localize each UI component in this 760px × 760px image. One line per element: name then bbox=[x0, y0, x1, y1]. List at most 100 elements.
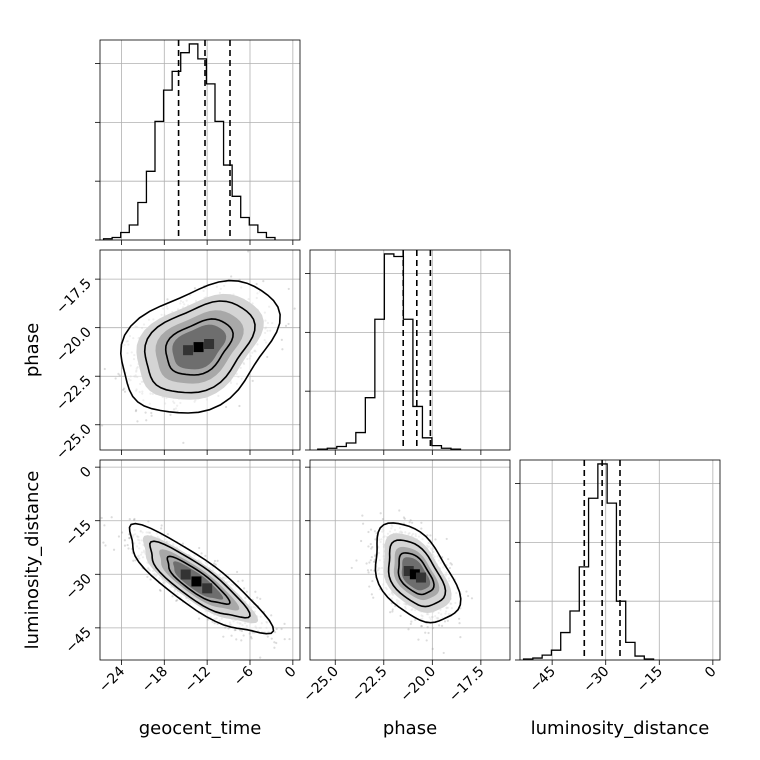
scatter-point bbox=[146, 575, 149, 578]
scatter-point bbox=[391, 610, 394, 613]
xtick-label-luminosity_distance: −45 bbox=[527, 664, 559, 696]
scatter-phase-luminosity_distance-frame bbox=[309, 459, 511, 661]
scatter-point bbox=[251, 631, 254, 634]
scatter-point bbox=[250, 637, 253, 640]
density-core bbox=[191, 576, 202, 587]
scatter-point bbox=[247, 250, 250, 253]
scatter-point bbox=[207, 618, 210, 621]
scatter-point bbox=[402, 516, 406, 519]
scatter-point bbox=[367, 571, 370, 574]
scatter-point bbox=[370, 556, 373, 559]
density-core bbox=[204, 338, 215, 349]
contour-line-1 bbox=[143, 300, 256, 394]
scatter-point bbox=[149, 578, 152, 581]
scatter-point bbox=[371, 546, 374, 549]
scatter-geocent_time-luminosity_distance-frame bbox=[99, 459, 301, 661]
scatter-point bbox=[230, 275, 233, 278]
scatter-point bbox=[431, 647, 434, 650]
panels: −45 −30 −15 0−25.0−22.5−20.0−17.5−24 −18 −12−… bbox=[53, 39, 721, 706]
scatter-point bbox=[123, 539, 127, 542]
scatter-point bbox=[420, 624, 423, 628]
scatter-point bbox=[288, 637, 291, 641]
scatter-point bbox=[262, 279, 265, 283]
scatter-point bbox=[398, 509, 401, 512]
scatter-point bbox=[408, 521, 411, 524]
xtick-label-phase: −20.0 bbox=[398, 664, 440, 706]
scatter-point bbox=[193, 287, 197, 290]
scatter-point bbox=[368, 561, 371, 564]
ytick-label-luminosity_distance: −45 bbox=[63, 624, 95, 656]
scatter-point bbox=[270, 637, 273, 640]
scatter-point bbox=[445, 537, 448, 541]
scatter-point bbox=[366, 569, 370, 572]
scatter-point bbox=[372, 596, 375, 599]
xlabel-geocent_time: geocent_time bbox=[139, 718, 262, 739]
scatter-point bbox=[442, 651, 445, 655]
xtick-label-geocent_time: −24 bbox=[96, 663, 128, 695]
scatter-point bbox=[287, 287, 290, 291]
scatter-point bbox=[458, 622, 461, 625]
scatter-point bbox=[159, 589, 162, 592]
density-core bbox=[180, 569, 191, 580]
scatter-point bbox=[448, 566, 451, 570]
scatter-point bbox=[409, 622, 412, 626]
scatter-point bbox=[280, 627, 283, 631]
density-core bbox=[409, 569, 420, 580]
contour-line-2 bbox=[397, 552, 435, 596]
scatter-point bbox=[369, 528, 373, 531]
scatter-point bbox=[97, 511, 99, 513]
scatter-point bbox=[373, 530, 377, 533]
scatter-point bbox=[171, 595, 174, 598]
scatter-point bbox=[370, 593, 373, 596]
scatter-point bbox=[459, 636, 462, 639]
scatter-point bbox=[403, 517, 406, 520]
scatter-point bbox=[123, 387, 126, 390]
scatter-geocent_time-luminosity_distance-content bbox=[97, 511, 291, 659]
scatter-point bbox=[389, 611, 392, 614]
scatter-point bbox=[425, 639, 428, 642]
histogram-geocent_time bbox=[102, 43, 276, 240]
scatter-point bbox=[128, 518, 131, 521]
scatter-point bbox=[76, 371, 78, 373]
scatter-point bbox=[233, 629, 236, 632]
scatter-point bbox=[254, 590, 257, 593]
scatter-point bbox=[128, 537, 131, 540]
scatter-point bbox=[238, 404, 241, 408]
scatter-point bbox=[117, 535, 121, 538]
scatter-point bbox=[222, 635, 225, 638]
scatter-point bbox=[369, 559, 372, 562]
scatter-point bbox=[449, 562, 452, 565]
scatter-point bbox=[370, 547, 373, 550]
scatter-point bbox=[470, 597, 474, 600]
scatter-point bbox=[417, 638, 420, 641]
scatter-point bbox=[374, 538, 377, 541]
scatter-point bbox=[144, 411, 147, 414]
scatter-point bbox=[438, 624, 441, 627]
contour-line-0 bbox=[374, 522, 462, 624]
scatter-geocent_time-luminosity_distance: −24 −18 −12 −6 0 −45 −30 −15 0 bbox=[63, 459, 301, 696]
scatter-point bbox=[234, 628, 237, 631]
scatter-point bbox=[429, 534, 432, 537]
scatter-point bbox=[213, 562, 216, 565]
contour-line-1 bbox=[148, 540, 251, 619]
scatter-point bbox=[133, 518, 136, 521]
scatter-point bbox=[373, 554, 377, 558]
scatter-geocent_time-phase-frame bbox=[99, 249, 301, 451]
contour-line-0 bbox=[119, 279, 281, 414]
scatter-point bbox=[399, 614, 402, 617]
scatter-point bbox=[266, 635, 269, 638]
scatter-point bbox=[365, 562, 368, 565]
scatter-point bbox=[150, 411, 153, 415]
scatter-point bbox=[237, 580, 240, 583]
scatter-point bbox=[211, 620, 214, 623]
scatter-point bbox=[373, 560, 376, 563]
hist-panel-geocent_time bbox=[95, 39, 301, 245]
scatter-point bbox=[103, 524, 106, 527]
hist-panel-luminosity_distance: −45 −30 −15 0 bbox=[515, 459, 721, 696]
xtick-label-phase: −17.5 bbox=[446, 664, 488, 706]
scatter-point bbox=[370, 568, 373, 572]
scatter-point bbox=[100, 516, 103, 520]
scatter-point bbox=[283, 622, 286, 625]
density-core bbox=[415, 572, 426, 583]
scatter-point bbox=[287, 322, 290, 326]
